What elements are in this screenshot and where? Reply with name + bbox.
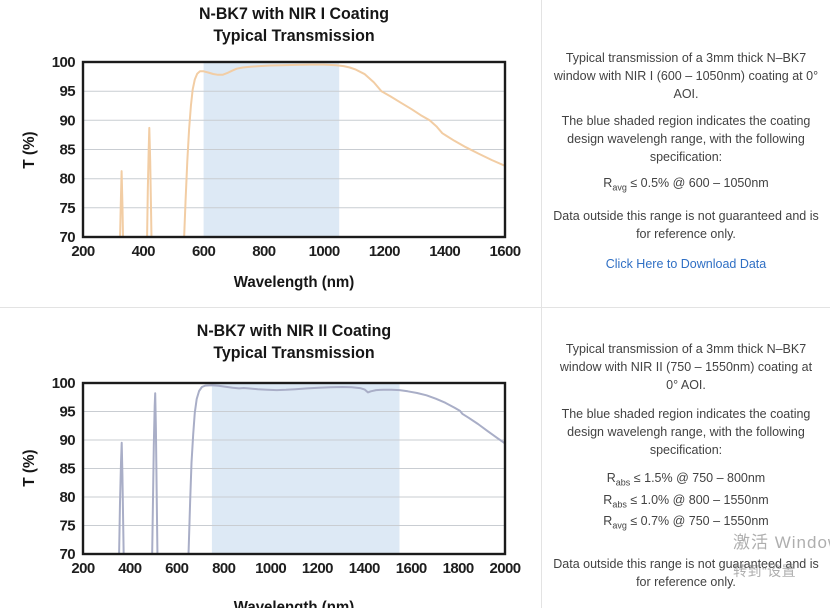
spec-value: ≤ 0.7% @ 750 – 1550nm: [626, 514, 769, 528]
spec-subscript: avg: [612, 182, 627, 193]
spec-symbol: R: [606, 471, 616, 485]
spec-list-nir1: Ravg ≤ 0.5% @ 600 – 1050nm: [553, 175, 819, 197]
spec-subscript: abs: [615, 477, 631, 488]
spec-subscript: abs: [612, 499, 627, 509]
x-axis-label-nir2: Wavelength (nm): [233, 599, 355, 608]
spec-line: Ravg ≤ 0.7% @ 750 – 1550nm: [553, 513, 819, 535]
spec-symbol: R: [603, 514, 613, 528]
spec-line: Rabs ≤ 1.0% @ 800 – 1550nm: [553, 492, 819, 514]
y-tick-label: 100: [52, 375, 75, 392]
transmission-curve: [118, 384, 505, 554]
x-axis-label-nir1: Wavelength (nm): [233, 274, 355, 291]
y-tick-label: 80: [60, 489, 76, 506]
transmission-curve: [119, 63, 505, 237]
panel-shaded-note-nir2: The blue shaded region indicates the coa…: [561, 407, 811, 457]
x-tick-label: 1000: [309, 243, 340, 260]
y-tick-label: 85: [60, 142, 76, 159]
spec-line: Rabs ≤ 1.5% @ 750 – 800nm: [553, 470, 819, 492]
chart-title-line2: Typical Transmission: [213, 343, 375, 362]
download-data-link-nir1[interactable]: Click Here to Download Data: [605, 256, 767, 271]
x-tick-label: 1800: [443, 560, 474, 577]
transmission-plot-nir1: 70 75 80 85 90 95 100 200 400 600 800 1000 1200 1400 1…: [52, 54, 522, 260]
x-tick-label: 800: [212, 560, 235, 577]
x-tick-label: 800: [252, 243, 275, 260]
spec-subscript: avg: [612, 520, 627, 531]
y-tick-label: 85: [60, 461, 76, 478]
x-tick-label: 1400: [349, 560, 380, 577]
spec-value: ≤ 1.0% @ 800 – 1550nm: [626, 492, 769, 507]
y-tick-label: 75: [60, 200, 76, 217]
plot-border: [81, 60, 507, 239]
y-tick-label: 70: [60, 229, 76, 246]
spec-value: ≤ 0.5% @ 600 – 1050nm: [626, 176, 769, 190]
x-tick-label: 1000: [255, 560, 286, 577]
x-tick-label: 400: [132, 243, 155, 260]
chart-title-nir1: N-BK7 with NIR I Coating Typical Transmi…: [96, 3, 493, 47]
panel-description-nir2: Typical transmission of a 3mm thick N–BK…: [559, 342, 813, 392]
plot-border: [81, 381, 507, 556]
panel-shaded-note-nir1: The blue shaded region indicates the coa…: [561, 114, 811, 164]
spec-symbol: R: [603, 176, 613, 190]
panel-note-nir2: Data outside this range is not guarantee…: [553, 556, 819, 589]
x-tick-label: 600: [165, 560, 188, 577]
y-tick-label: 90: [60, 112, 76, 129]
x-tick-label: 1600: [396, 560, 427, 577]
x-tick-label: 2000: [490, 560, 521, 577]
y-tick-label: 100: [52, 54, 75, 71]
panel-description-nir1: Typical transmission of a 3mm thick N–BK…: [553, 51, 819, 101]
y-tick-label: 95: [60, 404, 76, 421]
y-tick-label: 70: [60, 546, 76, 563]
chart-title-line2: Typical Transmission: [213, 26, 375, 45]
chart-title-line1: N-BK7 with NIR II Coating: [196, 321, 392, 340]
spec-value: ≤ 1.5% @ 750 – 800nm: [630, 471, 766, 485]
chart-section-nir1: N-BK7 with NIR I Coating Typical Transmi…: [0, 0, 541, 307]
x-tick-label: 400: [118, 560, 141, 577]
chart-section-nir2: N-BK7 with NIR II Coating Typical Transm…: [0, 307, 541, 608]
spec-list-nir2: Rabs ≤ 1.5% @ 750 – 800nm Rabs ≤ 1.0% @ …: [553, 470, 819, 535]
x-tick-label: 1400: [429, 243, 460, 260]
download-data-link-nir2[interactable]: Click Here to Download Data: [606, 605, 767, 608]
x-tick-label: 1200: [369, 243, 400, 260]
y-tick-label: 90: [60, 432, 76, 449]
chart-title-nir2: N-BK7 with NIR II Coating Typical Transm…: [96, 320, 493, 364]
x-tick-label: 200: [71, 243, 94, 260]
x-tick-label: 1200: [302, 560, 333, 577]
x-tick-label: 1600: [490, 243, 521, 260]
spec-symbol: R: [603, 492, 613, 507]
x-tick-label: 200: [71, 560, 94, 577]
transmission-plot-nir2: 70 75 80 85 90 95 100 200 400 600 800 1000 1200 1400 1…: [52, 375, 522, 577]
x-tick-label: 600: [192, 243, 215, 260]
info-panel-nir1: Typical transmission of a 3mm thick N–BK…: [541, 0, 830, 307]
spec-line: Ravg ≤ 0.5% @ 600 – 1050nm: [553, 175, 819, 197]
y-tick-label: 95: [60, 83, 76, 100]
info-panel-nir2: Typical transmission of a 3mm thick N–BK…: [541, 307, 830, 608]
chart-title-line1: N-BK7 with NIR I Coating: [199, 4, 389, 23]
y-tick-label: 80: [60, 171, 76, 188]
panel-note-nir1: Data outside this range is not guarantee…: [553, 208, 819, 241]
y-tick-label: 75: [60, 518, 76, 535]
